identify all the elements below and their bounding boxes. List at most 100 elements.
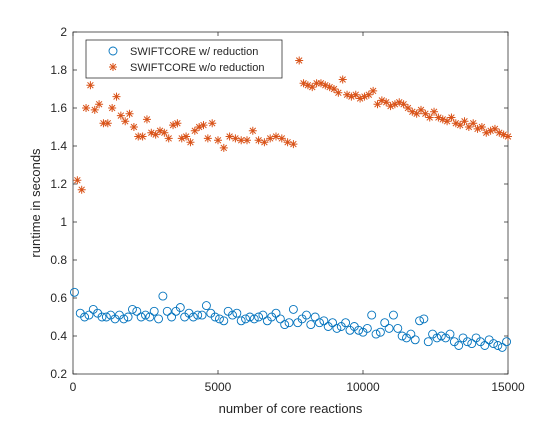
data-point-asterisk <box>399 100 408 109</box>
data-point-asterisk <box>360 92 369 101</box>
data-point-asterisk <box>129 123 138 131</box>
data-point-circle <box>332 323 342 333</box>
x-tick-label: 5000 <box>205 380 232 394</box>
data-point-asterisk <box>469 119 478 128</box>
y-tick-label: 0.8 <box>50 253 67 267</box>
data-point-circle <box>219 316 229 326</box>
data-point-circle <box>462 337 472 347</box>
y-tick-label: 1.6 <box>50 101 67 115</box>
series-without-reduction <box>73 56 512 194</box>
data-point-asterisk <box>443 117 452 126</box>
data-point-circle <box>69 287 79 297</box>
data-point-circle <box>136 312 146 322</box>
x-axis: 0 5000 10000 15000 <box>70 32 525 394</box>
data-point-asterisk <box>225 132 234 141</box>
data-point-circle <box>432 333 442 343</box>
data-point-asterisk <box>90 105 99 114</box>
data-point-circle <box>197 310 207 320</box>
data-point-circle <box>210 312 220 322</box>
data-point-circle <box>193 310 203 320</box>
data-point-asterisk <box>486 126 495 135</box>
data-point-asterisk <box>266 134 275 143</box>
data-point-asterisk <box>490 124 499 133</box>
data-point-circle <box>149 306 159 316</box>
data-point-circle <box>502 337 511 347</box>
data-point-asterisk <box>456 121 465 130</box>
data-point-asterisk <box>134 132 143 141</box>
data-point-asterisk <box>316 79 325 88</box>
data-point-asterisk <box>451 119 460 128</box>
data-point-asterisk <box>295 56 304 65</box>
data-point-circle <box>397 331 407 341</box>
data-point-asterisk <box>347 92 356 101</box>
data-point-asterisk <box>356 94 365 103</box>
data-point-circle <box>154 314 164 324</box>
data-point-circle <box>241 314 251 324</box>
data-point-asterisk <box>108 104 117 112</box>
data-point-asterisk <box>308 83 317 92</box>
series-with-reduction <box>69 287 511 352</box>
legend-label-with-reduction: SWIFTCORE w/ reduction <box>130 46 258 58</box>
x-tick-label: 15000 <box>491 380 525 394</box>
data-point-asterisk <box>373 100 382 109</box>
data-point-asterisk <box>156 126 164 135</box>
data-point-circle <box>310 312 320 322</box>
data-point-circle <box>258 310 268 320</box>
data-point-circle <box>493 341 503 350</box>
data-point-circle <box>158 291 168 301</box>
data-point-circle <box>367 310 377 320</box>
data-point-circle <box>119 314 129 324</box>
data-point-circle <box>480 341 490 350</box>
data-point-asterisk <box>277 134 286 143</box>
data-point-asterisk <box>169 121 178 130</box>
y-tick-label: 1.4 <box>50 139 67 153</box>
data-point-asterisk <box>321 81 330 90</box>
data-point-circle <box>375 327 385 337</box>
legend-box <box>85 39 283 79</box>
y-tick-label: 1.2 <box>50 177 67 191</box>
legend-marker-asterisk <box>109 63 117 71</box>
data-point-circle <box>245 312 255 322</box>
y-tick-label: 0.4 <box>50 329 67 343</box>
data-point-asterisk <box>369 86 378 95</box>
x-tick-label: 10000 <box>346 380 380 394</box>
data-point-asterisk <box>116 111 125 120</box>
data-point-circle <box>232 308 242 318</box>
data-point-asterisk <box>103 119 112 128</box>
data-point-circle <box>101 312 111 322</box>
data-point-circle <box>271 308 281 318</box>
data-point-circle <box>84 310 94 320</box>
y-tick-label: 1.8 <box>50 63 67 77</box>
data-point-circle <box>236 316 246 326</box>
data-point-asterisk <box>303 81 312 90</box>
data-point-asterisk <box>138 132 147 141</box>
data-point-asterisk <box>99 119 108 128</box>
data-point-asterisk <box>289 140 298 149</box>
data-point-asterisk <box>86 81 95 90</box>
data-point-circle <box>319 316 329 326</box>
data-point-circle <box>406 329 416 339</box>
data-point-asterisk <box>73 176 82 185</box>
data-point-circle <box>254 312 264 322</box>
data-point-asterisk <box>283 138 292 147</box>
data-point-circle <box>362 323 372 333</box>
legend-asterisk-marker <box>109 63 117 71</box>
data-point-circle <box>454 341 464 350</box>
data-point-asterisk <box>430 107 439 116</box>
x-axis-label: number of core reactions <box>219 401 363 416</box>
data-point-asterisk <box>482 128 491 137</box>
data-point-asterisk <box>190 126 199 135</box>
data-point-asterisk <box>82 104 91 112</box>
data-point-asterisk <box>417 105 425 114</box>
legend-label-without-reduction: SWIFTCORE w/o reduction <box>130 62 264 74</box>
data-point-asterisk <box>173 119 182 128</box>
legend: SWIFTCORE w/ reduction SWIFTCORE w/o red… <box>85 39 283 79</box>
data-point-circle <box>423 337 433 347</box>
data-point-circle <box>214 314 224 324</box>
data-point-circle <box>127 304 137 314</box>
data-point-circle <box>188 312 198 322</box>
data-point-circle <box>288 304 298 314</box>
data-point-circle <box>132 306 142 316</box>
data-point-circle <box>228 310 237 320</box>
data-point-asterisk <box>95 100 104 109</box>
